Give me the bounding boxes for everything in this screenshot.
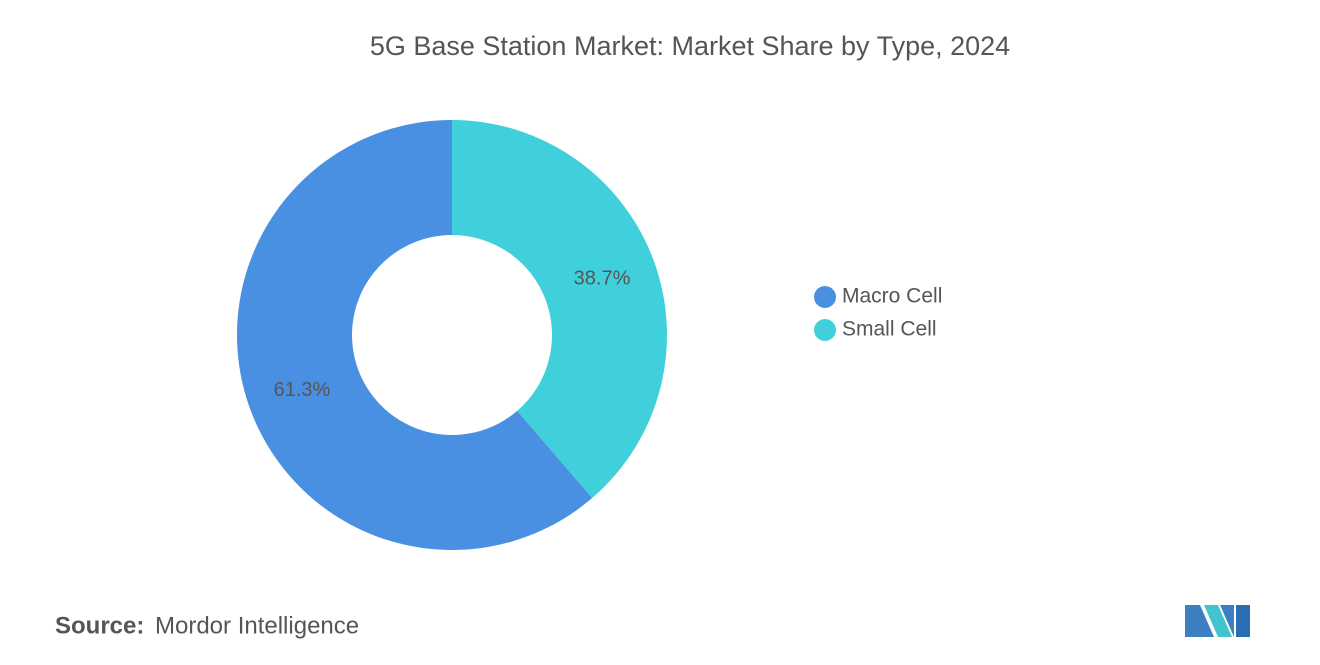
plot: 38.7% 61.3%: [236, 120, 667, 550]
legend-label: Macro Cell: [842, 285, 942, 308]
logo-shape: [1204, 605, 1232, 637]
legend-label: Small Cell: [842, 318, 937, 341]
legend-marker: [814, 286, 836, 308]
source: Mordor Intelligence: [155, 612, 359, 639]
data-label: 61.3%: [274, 379, 331, 401]
source-label: Source:: [55, 612, 144, 639]
legend: Macro Cell Small Cell: [814, 285, 942, 341]
legend-marker: [814, 319, 836, 341]
logo-shape: [1220, 605, 1234, 637]
chart-title: 5G Base Station Market: Market Share by …: [370, 31, 1010, 61]
logo-shape: [1185, 605, 1214, 637]
logo: [1185, 605, 1250, 637]
logo-shape: [1236, 605, 1250, 637]
donut-slice: [452, 120, 667, 499]
donut-slice: [236, 120, 593, 550]
data-label: 38.7%: [574, 268, 631, 290]
